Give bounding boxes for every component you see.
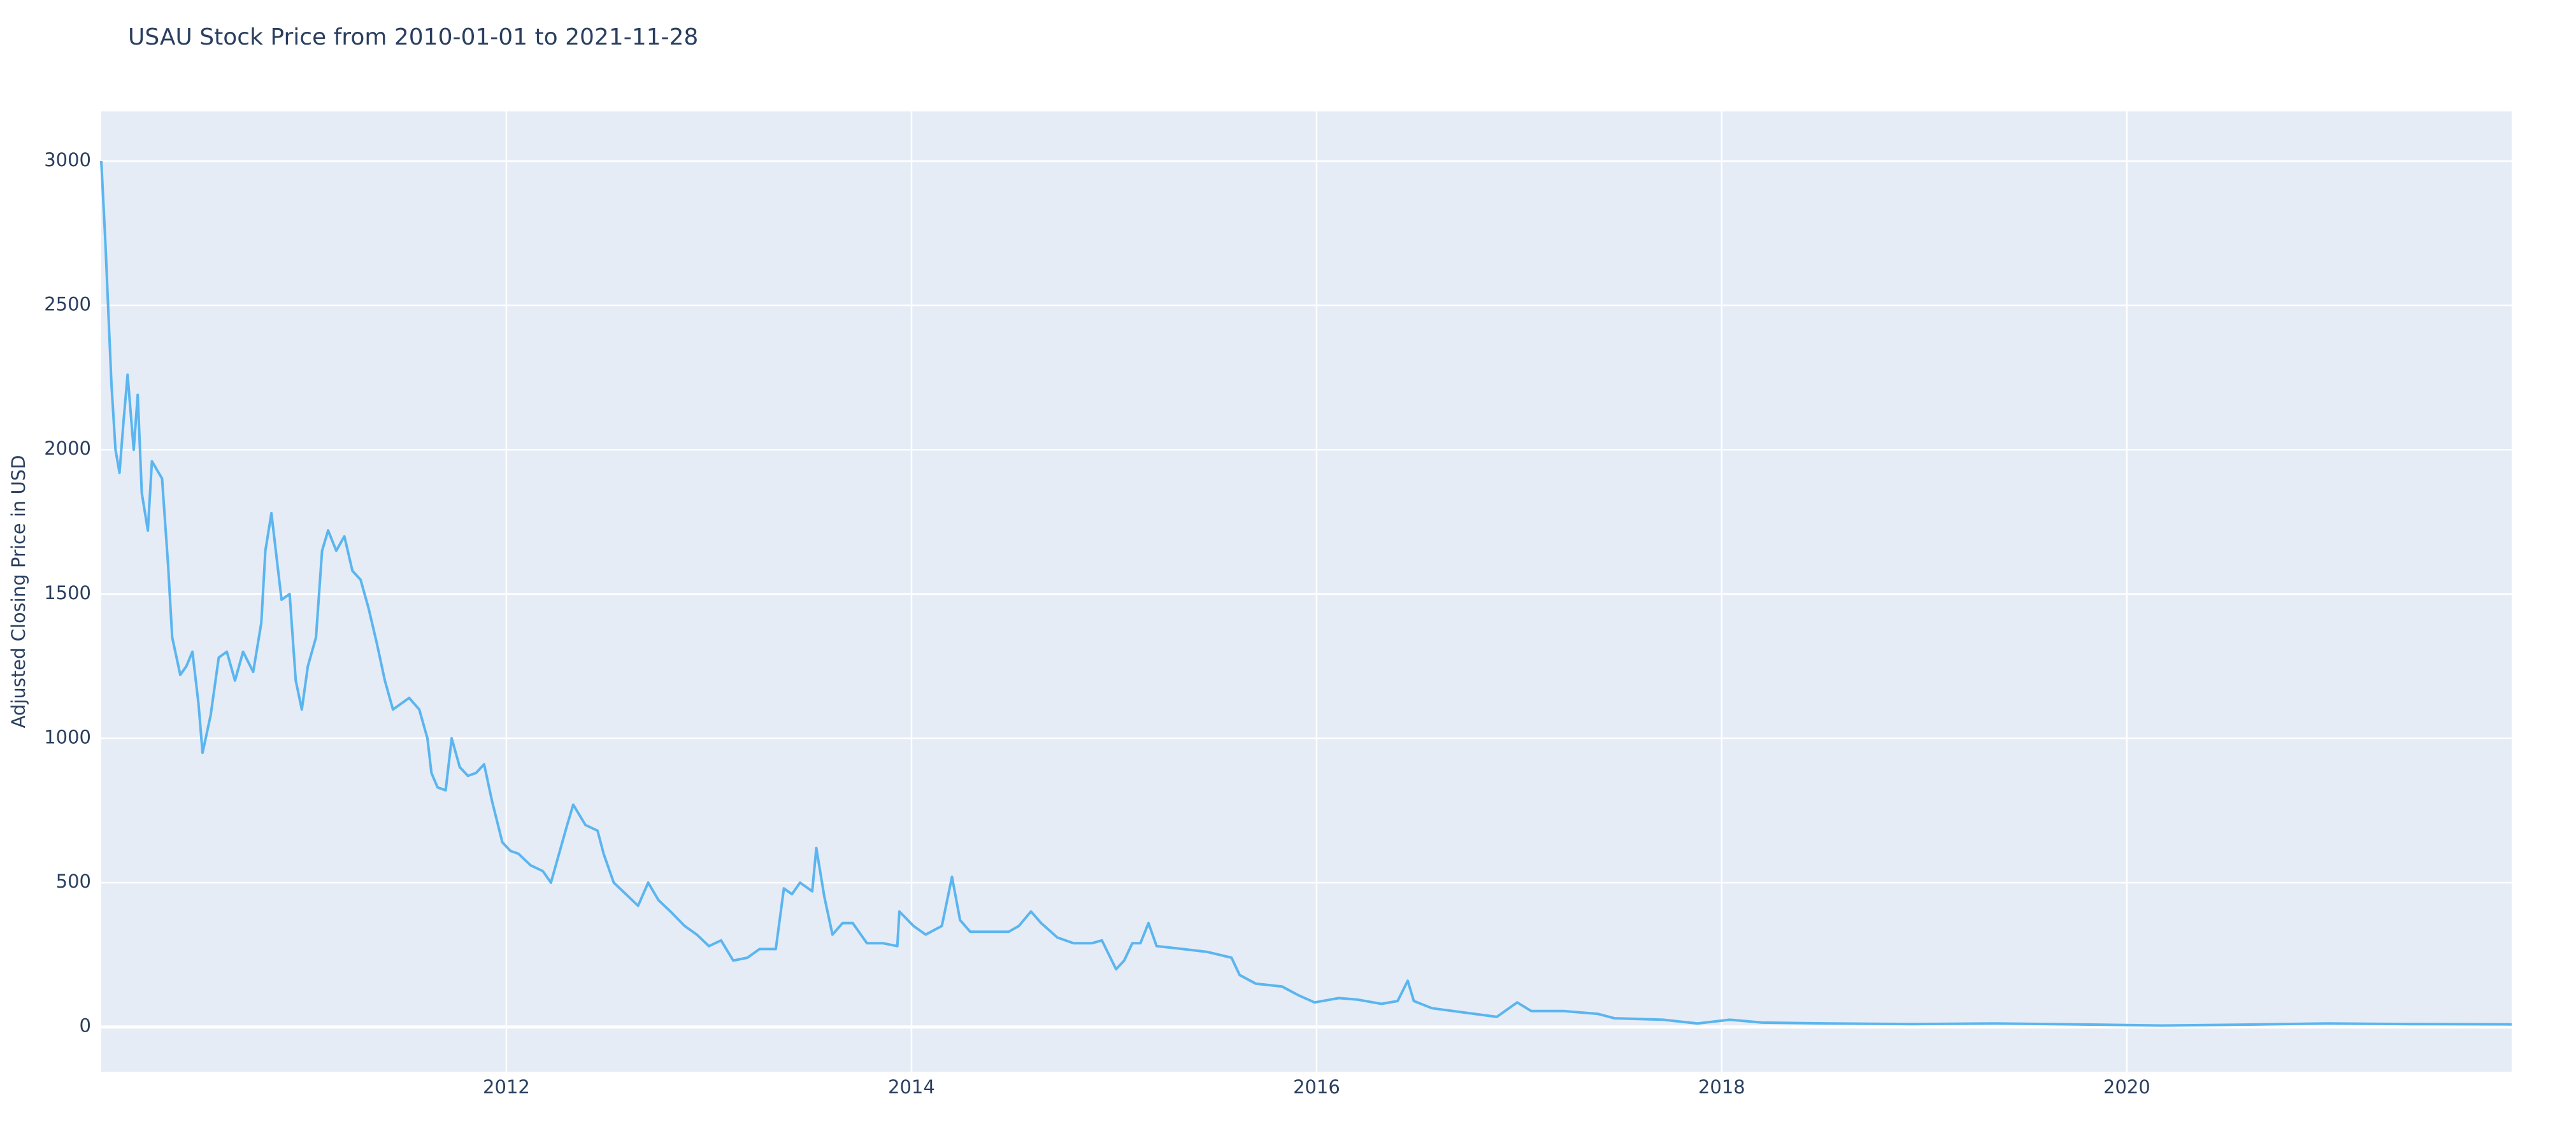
plot-area (101, 111, 2512, 1072)
y-tick-label: 2500 (44, 294, 91, 315)
x-tick-label: 2012 (483, 1076, 530, 1098)
y-tick-label: 0 (80, 1015, 91, 1037)
x-tick-label: 2014 (888, 1076, 935, 1098)
y-tick-label: 3000 (44, 149, 91, 171)
x-tick-label: 2018 (1698, 1076, 1745, 1098)
y-axis-label: Adjusted Closing Price in USD (8, 455, 29, 728)
x-tick-label: 2020 (2103, 1076, 2150, 1098)
x-tick-label: 2016 (1293, 1076, 1340, 1098)
y-tick-label: 1000 (44, 726, 91, 748)
y-tick-label: 1500 (44, 582, 91, 604)
y-tick-label: 2000 (44, 437, 91, 459)
chart-title: USAU Stock Price from 2010-01-01 to 2021… (128, 24, 698, 50)
y-tick-label: 500 (56, 870, 91, 892)
price-line (100, 160, 2512, 1027)
